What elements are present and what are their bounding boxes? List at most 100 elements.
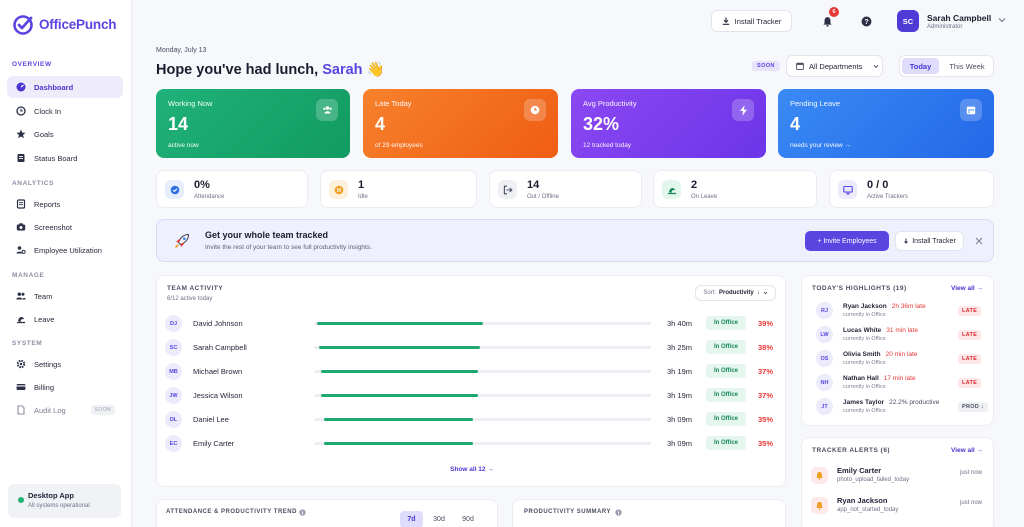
status-badge: In Office [706, 340, 746, 354]
sidebar-item-billing[interactable]: Billing [7, 376, 123, 398]
range-30d-tab[interactable]: 30d [433, 516, 445, 523]
avatar: DL [165, 411, 182, 428]
mini-stat-label: Attendance [194, 194, 225, 200]
time-worked: 3h 09m [667, 415, 693, 424]
sort-value: Productivity [718, 290, 754, 296]
employee-name[interactable]: Michael Brown [193, 367, 243, 376]
chevron-down-icon [763, 291, 768, 295]
greeting-name: Sarah [322, 62, 363, 78]
avatar: NH [816, 374, 833, 391]
notifications-button[interactable]: 6 [815, 7, 839, 33]
user-name[interactable]: Sarah Campbell [927, 13, 992, 23]
stat-card-avg-productivity[interactable]: Avg Productivity 32% 12 tracked today [571, 89, 766, 158]
status-dot-icon [18, 497, 24, 503]
sidebar-item-label: Settings [34, 359, 62, 369]
stat-value: 14 [168, 114, 189, 134]
range-90d-tab[interactable]: 90d [462, 516, 474, 523]
sidebar-item-label: Screenshot [34, 222, 72, 232]
stat-value: 4 [790, 114, 801, 134]
highlight-detail: 2h 36m late [891, 303, 926, 310]
range-7d-tab[interactable]: 7d [400, 511, 423, 527]
brand-logo[interactable]: OfficePunch [12, 12, 117, 36]
sidebar-item-dashboard[interactable]: Dashboard [7, 76, 123, 98]
productivity-bar [314, 322, 651, 325]
productivity-percent: 37% [758, 367, 774, 376]
stat-card-pending-leave[interactable]: Pending Leave 4 needs your review → [778, 89, 994, 158]
info-icon[interactable] [299, 509, 306, 516]
employee-name[interactable]: Daniel Lee [193, 415, 229, 424]
dashboard-icon [16, 82, 26, 92]
mini-stat-idle[interactable]: 1 Idle [320, 170, 477, 208]
stat-card-late-today[interactable]: Late Today 4 of 29 employees [363, 89, 558, 158]
highlight-tag: LATE [958, 330, 982, 340]
section-system: SYSTEM [12, 340, 43, 347]
sidebar-item-settings[interactable]: Settings [7, 353, 123, 375]
banner-install-tracker-button[interactable]: Install Tracker [895, 231, 964, 251]
sidebar-item-team[interactable]: Team [7, 285, 123, 307]
productivity-bar [314, 370, 651, 373]
stat-card-working-now[interactable]: Working Now 14 active now [156, 89, 350, 158]
sort-select[interactable]: Sort: Productivity ↓ [695, 285, 776, 301]
highlight-name: James Taylor 22.2% productive [843, 399, 939, 406]
status-badge: In Office [706, 364, 746, 378]
mini-stat-active-trackers[interactable]: 0 / 0 Active Trackers [829, 170, 994, 208]
invite-employees-button[interactable]: + Invite Employees [805, 231, 889, 251]
help-button[interactable]: ? [854, 9, 878, 33]
alerts-view-all-link[interactable]: View all → [951, 447, 984, 454]
status-badge: In Office [706, 412, 746, 426]
logo-icon [13, 15, 33, 35]
employee-name[interactable]: Sarah Campbell [193, 343, 247, 352]
show-all-link[interactable]: Show all 12 → [450, 466, 494, 473]
team-activity-panel: TEAM ACTIVITY 6/12 active today Sort: Pr… [156, 275, 786, 487]
team-activity-subtitle: 6/12 active today [167, 296, 213, 302]
sidebar-item-reports[interactable]: Reports [7, 193, 123, 215]
bell-icon [811, 467, 828, 484]
productivity-bar [314, 418, 651, 421]
productivity-bar [314, 394, 651, 397]
sidebar-item-clock-in[interactable]: Clock In [7, 100, 123, 122]
sidebar-item-goals[interactable]: Goals [7, 123, 123, 145]
highlight-name: Olivia Smith 20 min late [843, 351, 917, 358]
status-badge: In Office [706, 316, 746, 330]
range-today-tab[interactable]: Today [902, 58, 939, 74]
install-tracker-button[interactable]: Install Tracker [711, 10, 792, 32]
sidebar-item-screenshot[interactable]: Screenshot [7, 216, 123, 238]
avatar: EC [165, 435, 182, 452]
stat-label: Avg Productivity [583, 99, 637, 108]
info-icon[interactable] [615, 509, 622, 516]
highlight-tag: LATE [958, 378, 982, 388]
avatar: LW [816, 326, 833, 343]
productivity-bar [314, 346, 651, 349]
trend-title: ATTENDANCE & PRODUCTIVITY TREND [166, 509, 297, 515]
sidebar-item-label: Audit Log [34, 405, 66, 415]
check-circle-icon [165, 180, 184, 199]
mini-stat-attendance[interactable]: 0% Attendance [156, 170, 308, 208]
mini-stat-out-offline[interactable]: 14 Out / Offline [489, 170, 642, 208]
sidebar-item-label: Clock In [34, 106, 62, 116]
department-select[interactable]: All Departments [786, 55, 883, 77]
review-link[interactable]: needs your review → [790, 142, 852, 149]
employee-name[interactable]: Emily Carter [193, 439, 235, 448]
desktop-app-title: Desktop App [28, 491, 74, 500]
alerts-title-text: TRACKER ALERTS [812, 447, 879, 454]
close-icon[interactable] [975, 237, 983, 245]
range-this-week-tab[interactable]: This Week [949, 61, 985, 71]
notification-count-badge: 6 [829, 7, 839, 17]
sidebar-item-employee-utilization[interactable]: Employee Utilization [7, 239, 123, 261]
employee-name[interactable]: David Johnson [193, 319, 243, 328]
employee-name[interactable]: Jessica Wilson [193, 391, 243, 400]
greeting-text: Hope you've had lunch, [156, 62, 319, 78]
sidebar-item-label: Reports [34, 199, 61, 209]
highlight-tag: LATE [958, 354, 982, 364]
sidebar-item-audit-log[interactable]: Audit Log SOON [7, 399, 123, 421]
chevron-down-icon[interactable] [998, 17, 1006, 23]
mini-stat-on-leave[interactable]: 2 On Leave [653, 170, 817, 208]
user-avatar[interactable]: SC [897, 10, 919, 32]
highlights-view-all-link[interactable]: View all → [951, 285, 984, 292]
desktop-app-status[interactable]: Desktop App All systems operational [8, 484, 121, 518]
sidebar-item-leave[interactable]: Leave [7, 308, 123, 330]
productivity-bar-fill [324, 418, 473, 421]
install-tracker-label: Install Tracker [734, 16, 782, 26]
sidebar-item-status-board[interactable]: Status Board [7, 147, 123, 169]
banner-install-label: Install Tracker [912, 237, 956, 245]
